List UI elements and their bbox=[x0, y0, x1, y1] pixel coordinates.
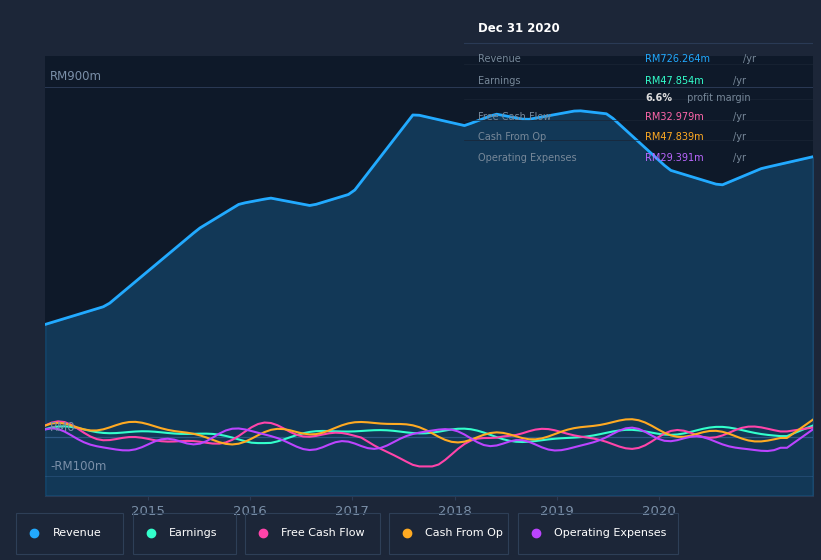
Text: /yr: /yr bbox=[733, 111, 746, 122]
Text: /yr: /yr bbox=[733, 76, 746, 86]
Text: Earnings: Earnings bbox=[169, 529, 218, 538]
Text: profit margin: profit margin bbox=[685, 93, 751, 103]
Text: RM29.391m: RM29.391m bbox=[645, 153, 704, 163]
Text: RM47.839m: RM47.839m bbox=[645, 132, 704, 142]
Text: Operating Expenses: Operating Expenses bbox=[478, 153, 576, 163]
Text: Cash From Op: Cash From Op bbox=[425, 529, 503, 538]
Text: RM726.264m: RM726.264m bbox=[645, 54, 710, 64]
Text: RM900m: RM900m bbox=[50, 70, 103, 83]
Text: /yr: /yr bbox=[733, 153, 746, 163]
Text: -RM100m: -RM100m bbox=[50, 460, 107, 473]
Text: /yr: /yr bbox=[733, 132, 746, 142]
Text: Free Cash Flow: Free Cash Flow bbox=[478, 111, 551, 122]
Text: Dec 31 2020: Dec 31 2020 bbox=[478, 22, 560, 35]
Text: Earnings: Earnings bbox=[478, 76, 521, 86]
Text: Free Cash Flow: Free Cash Flow bbox=[281, 529, 365, 538]
Text: Operating Expenses: Operating Expenses bbox=[554, 529, 667, 538]
Text: RM32.979m: RM32.979m bbox=[645, 111, 704, 122]
Text: RM47.854m: RM47.854m bbox=[645, 76, 704, 86]
Text: RM0: RM0 bbox=[50, 421, 76, 434]
Text: Revenue: Revenue bbox=[478, 54, 521, 64]
Text: Cash From Op: Cash From Op bbox=[478, 132, 546, 142]
Text: Revenue: Revenue bbox=[53, 529, 101, 538]
Text: 6.6%: 6.6% bbox=[645, 93, 672, 103]
Text: /yr: /yr bbox=[743, 54, 756, 64]
